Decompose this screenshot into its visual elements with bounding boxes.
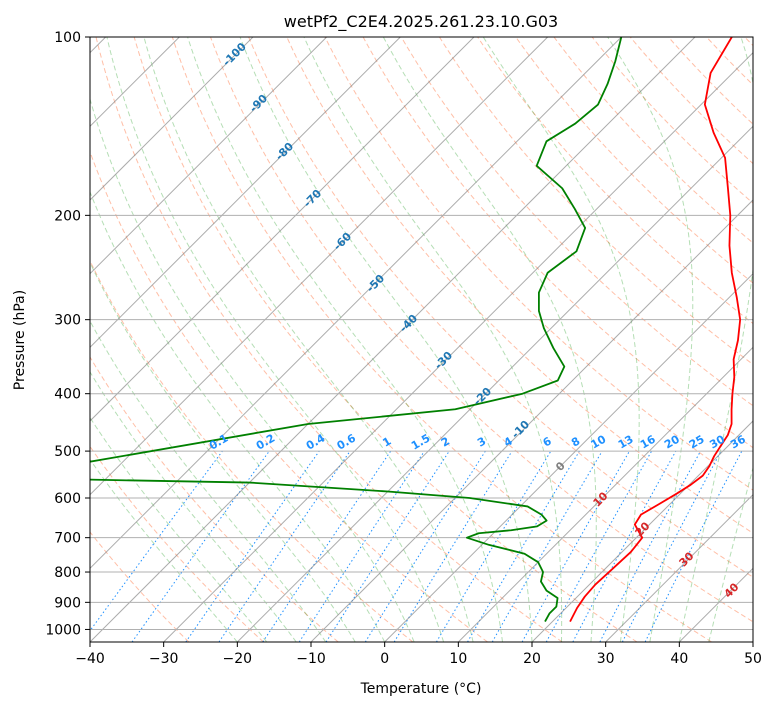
isotherm-line xyxy=(236,125,753,642)
y-axis-label: Pressure (hPa) xyxy=(12,290,28,390)
isotherm-line xyxy=(90,37,696,642)
y-tick-label: 900 xyxy=(54,595,81,611)
dry-adiabat-line xyxy=(591,37,753,204)
dry-adiabat-line xyxy=(248,37,753,578)
moist-adiabat-line xyxy=(607,37,694,642)
x-tick-label: −30 xyxy=(149,651,179,667)
x-tick-label: −20 xyxy=(223,651,253,667)
y-tick-label: 600 xyxy=(54,491,81,507)
dry-adiabat-line xyxy=(90,259,414,642)
mixing-ratio-line xyxy=(491,450,603,642)
x-tick-label: −10 xyxy=(296,651,326,667)
y-axis: 1000 900 800 700 600 500 400 300 200 100 xyxy=(45,30,90,638)
plot-background xyxy=(90,37,753,642)
dry-adiabat-line xyxy=(400,37,753,407)
temperature-line xyxy=(569,37,742,623)
isotherm-line xyxy=(457,346,753,642)
moist-adiabat-line xyxy=(482,37,640,642)
isotherms xyxy=(90,37,753,642)
isotherm-line xyxy=(605,493,753,642)
isotherm-line xyxy=(90,37,254,201)
y-tick-label: 800 xyxy=(54,565,81,581)
moist-adiabat-line xyxy=(143,37,474,642)
mixing-ratio-line xyxy=(325,450,450,642)
moist-adiabats xyxy=(90,37,753,642)
x-axis-label: Temperature (°C) xyxy=(360,681,482,697)
isotherm-line xyxy=(531,420,753,642)
x-tick-label: 10 xyxy=(449,651,467,667)
moist-adiabat-line xyxy=(90,261,356,642)
moist-adiabat-line xyxy=(90,320,327,642)
dry-adiabat-line xyxy=(90,531,190,642)
mixing-ratio-line xyxy=(572,450,677,642)
moist-adiabat-line xyxy=(90,416,268,642)
mixing-ratio-line xyxy=(521,450,630,642)
y-tick-label: 1000 xyxy=(45,622,81,638)
dry-adiabat-line xyxy=(553,37,753,244)
dry-adiabat-line xyxy=(286,37,753,534)
isotherm-line xyxy=(90,37,401,349)
x-axis: −40 −30 −20 −10 0 10 20 30 40 50 xyxy=(75,642,762,667)
mixing-ratio-line xyxy=(185,450,320,642)
y-tick-label: 400 xyxy=(54,387,81,403)
isotherm-line xyxy=(90,37,622,570)
moist-adiabat-line xyxy=(187,37,504,642)
x-tick-label: 20 xyxy=(523,651,541,667)
mixing-ratio-line xyxy=(218,450,351,642)
y-tick-label: 700 xyxy=(54,531,81,547)
dry-adiabat-line xyxy=(210,37,753,623)
isotherm-line xyxy=(752,641,753,642)
dry-adiabat-line xyxy=(95,37,563,642)
dry-adiabat-line xyxy=(439,37,753,366)
plot-frame xyxy=(89,36,754,643)
moist-adiabat-line xyxy=(239,37,533,642)
moist-adiabat-line xyxy=(303,37,563,642)
mixing-ratio-line xyxy=(364,450,486,642)
y-tick-label: 500 xyxy=(54,444,81,460)
isotherm-line xyxy=(90,37,475,422)
moist-adiabat-line xyxy=(678,37,753,642)
isotherm-line xyxy=(90,37,549,496)
dewpoint-line xyxy=(90,37,623,623)
dry-adiabat-line xyxy=(90,356,339,642)
dry-adiabat-line xyxy=(133,37,638,642)
moist-adiabat-line xyxy=(382,37,597,642)
dry-adiabat-line xyxy=(477,37,753,325)
isotherm-line xyxy=(90,37,328,275)
dry-adiabat-line xyxy=(324,37,753,491)
isotherm-line xyxy=(163,51,753,642)
mixing-ratio-line xyxy=(90,450,223,632)
x-tick-label: 40 xyxy=(670,651,688,667)
y-tick-label: 200 xyxy=(54,208,81,224)
x-tick-label: 0 xyxy=(380,651,389,667)
y-tick-label: 100 xyxy=(54,30,81,46)
moist-adiabat-line xyxy=(90,190,386,642)
isotherm-line xyxy=(310,199,753,642)
moist-adiabat-line xyxy=(708,466,753,642)
x-tick-label: 50 xyxy=(744,651,762,667)
mixing-ratio-line xyxy=(131,450,270,642)
x-tick-label: −40 xyxy=(75,651,105,667)
sounding-series xyxy=(90,37,742,623)
dry-adiabat-line xyxy=(90,150,488,642)
moist-adiabat-line xyxy=(106,37,445,642)
y-tick-label: 300 xyxy=(54,313,81,329)
moist-adiabat-line xyxy=(90,458,238,642)
mixing-ratio-line xyxy=(435,450,552,642)
x-tick-label: 30 xyxy=(597,651,615,667)
mixing-ratio-line xyxy=(467,450,580,642)
dry-adiabat-line xyxy=(171,37,712,642)
chart-title: wetPf2_C2E4.2025.261.23.10.G03 xyxy=(284,12,558,32)
mixing-ratio-line xyxy=(393,450,513,642)
mixing-ratio-lines xyxy=(90,450,743,642)
isotherm-line xyxy=(384,272,753,642)
